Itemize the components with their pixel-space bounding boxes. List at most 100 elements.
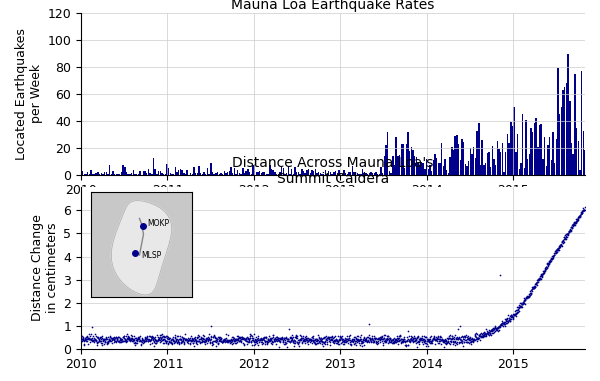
Point	[553, 247, 563, 253]
Point	[240, 337, 250, 343]
Point	[391, 337, 401, 343]
Point	[321, 336, 331, 342]
Point	[552, 247, 562, 253]
Point	[154, 335, 164, 341]
Point	[130, 337, 139, 343]
Point	[255, 336, 265, 342]
Point	[565, 228, 574, 234]
Point	[457, 340, 467, 346]
Point	[124, 335, 134, 341]
Point	[244, 335, 253, 341]
Bar	[190, 173, 191, 174]
Point	[494, 323, 504, 329]
Point	[365, 338, 374, 344]
Point	[458, 334, 468, 340]
Point	[539, 271, 548, 277]
Point	[223, 339, 232, 345]
Point	[135, 333, 145, 339]
Point	[308, 337, 317, 343]
Point	[178, 338, 188, 344]
Point	[204, 336, 214, 343]
Bar	[362, 169, 363, 174]
Point	[340, 337, 350, 343]
Point	[326, 333, 335, 339]
Point	[351, 336, 361, 342]
Point	[520, 301, 530, 307]
Point	[578, 207, 588, 213]
Point	[394, 335, 404, 341]
Point	[118, 338, 127, 344]
Bar	[343, 170, 344, 174]
Point	[460, 334, 470, 340]
Point	[79, 338, 88, 344]
Point	[496, 272, 505, 278]
Point	[246, 332, 256, 338]
Point	[77, 333, 86, 339]
Point	[105, 334, 115, 340]
Point	[340, 337, 350, 343]
Point	[495, 323, 505, 329]
Point	[503, 315, 512, 322]
Point	[97, 342, 107, 348]
Point	[79, 342, 89, 348]
Point	[232, 336, 242, 343]
Point	[435, 336, 445, 342]
Point	[383, 336, 392, 343]
Point	[80, 336, 89, 343]
Point	[220, 339, 230, 346]
Point	[364, 334, 373, 340]
Point	[311, 341, 321, 347]
Point	[183, 335, 193, 341]
Point	[333, 333, 343, 339]
Point	[544, 261, 553, 267]
Point	[286, 339, 295, 345]
Point	[203, 340, 212, 346]
Point	[338, 338, 347, 344]
Point	[346, 338, 356, 344]
Point	[388, 336, 398, 342]
Point	[101, 336, 111, 342]
Point	[197, 338, 207, 344]
Point	[439, 338, 448, 344]
Point	[443, 336, 452, 342]
Point	[80, 336, 90, 343]
Point	[155, 339, 165, 345]
Point	[95, 334, 105, 340]
Bar	[449, 157, 451, 174]
Point	[227, 334, 236, 340]
Point	[339, 339, 349, 345]
Point	[292, 334, 301, 340]
Point	[226, 336, 235, 342]
Point	[458, 336, 468, 342]
Point	[202, 336, 212, 343]
Point	[577, 210, 587, 216]
Bar	[181, 170, 183, 174]
Point	[342, 338, 352, 344]
Point	[215, 337, 224, 343]
Point	[463, 334, 472, 340]
Point	[527, 287, 536, 293]
Point	[241, 336, 250, 342]
Point	[143, 338, 153, 344]
Point	[325, 337, 335, 343]
Point	[380, 337, 389, 343]
Point	[181, 337, 190, 343]
Point	[449, 336, 458, 342]
Point	[373, 341, 382, 347]
Bar	[210, 163, 212, 174]
Point	[339, 337, 349, 343]
Bar	[176, 172, 178, 174]
Point	[168, 336, 178, 342]
Point	[442, 339, 452, 345]
Point	[497, 318, 506, 324]
Point	[300, 336, 310, 342]
Point	[131, 337, 141, 343]
Point	[569, 222, 578, 228]
Point	[176, 337, 185, 343]
Point	[138, 337, 148, 343]
Point	[319, 339, 329, 345]
Point	[396, 340, 406, 346]
Point	[410, 335, 419, 341]
Point	[530, 281, 540, 287]
Point	[490, 326, 499, 332]
